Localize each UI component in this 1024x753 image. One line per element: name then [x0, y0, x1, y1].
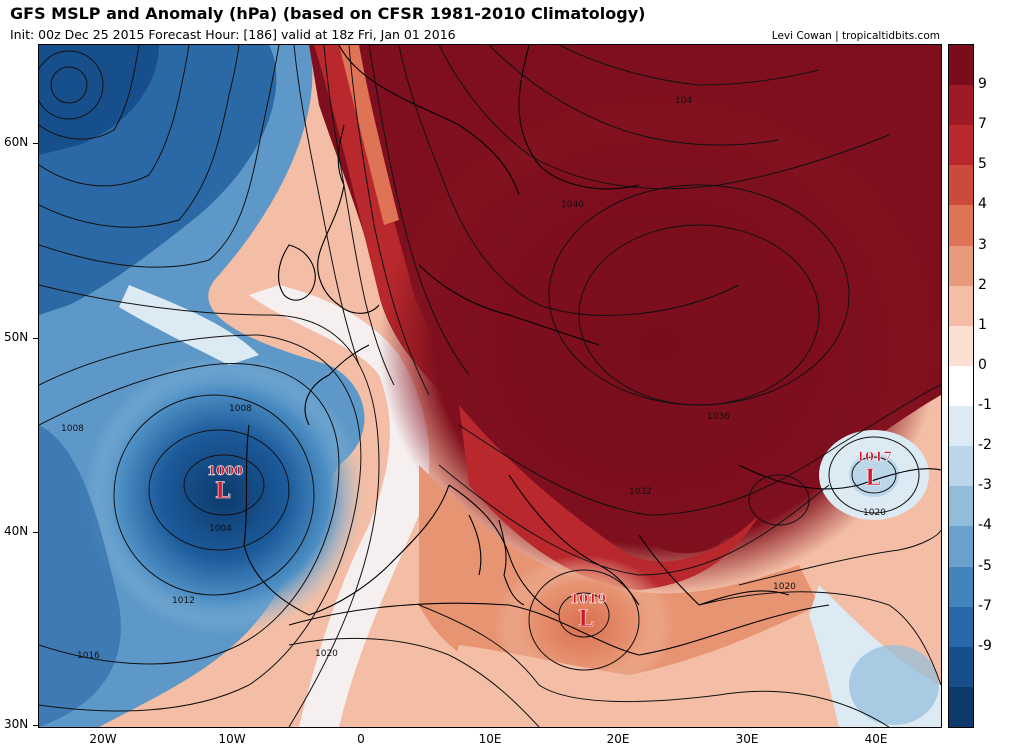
colorbar-label: 7	[978, 116, 987, 133]
isobar-label: 1032	[629, 487, 652, 497]
isobar-label: 1012	[172, 596, 195, 606]
colorbar-segment	[949, 85, 973, 126]
lat-label-30n: 30N	[4, 717, 29, 731]
colorbar-segment	[949, 486, 973, 527]
colorbar-segment	[949, 365, 973, 407]
colorbar-label: 1	[978, 316, 987, 333]
colorbar-segment	[949, 646, 973, 688]
colorbar-label: 3	[978, 236, 987, 253]
isobar-labels: 1008 1008 1004 1012 1016 1020 1040 1036 …	[61, 96, 886, 661]
low-pressure-west-core	[84, 355, 364, 635]
colorbar-segment	[949, 205, 973, 247]
chart-subtitle: Init: 00z Dec 25 2015 Forecast Hour: [18…	[10, 27, 456, 42]
colorbar-label: 9	[978, 76, 987, 93]
lat-label-60n: 60N	[4, 135, 29, 149]
isobar-label: 1016	[77, 651, 100, 661]
colorbar-label: -3	[978, 477, 992, 494]
lat-tick	[33, 725, 38, 726]
colorbar-label: 4	[978, 196, 987, 213]
colorbar-segment	[949, 566, 973, 608]
lat-label-40n: 40N	[4, 524, 29, 538]
lat-tick	[33, 338, 38, 339]
coastlines	[243, 45, 941, 656]
lat-tick	[33, 532, 38, 533]
low-symbol: L	[578, 606, 593, 632]
isobars	[39, 45, 941, 727]
lon-label-20w: 20W	[89, 732, 117, 746]
lon-label-10w: 10W	[218, 732, 246, 746]
lon-label-20e: 20E	[606, 732, 630, 746]
lon-label-30e: 30E	[735, 732, 759, 746]
colorbar-segment	[949, 686, 973, 728]
low-value-1000: 1000	[207, 464, 243, 479]
colorbar-label: -2	[978, 437, 992, 454]
isobar-label: 1020	[773, 582, 796, 592]
isobar-label: 1020	[863, 508, 886, 518]
colorbar-segment	[949, 165, 973, 206]
lon-label-10e: 10E	[478, 732, 502, 746]
colorbar-segment	[949, 526, 973, 568]
low-centers: 1000 L 1019 L 1017 L	[207, 450, 893, 633]
isobar-label: 1020	[315, 649, 338, 659]
credit-label: Levi Cowan | tropicaltidbits.com	[771, 30, 940, 42]
low-symbol: L	[215, 478, 230, 504]
isobar-label: 1040	[561, 200, 584, 210]
colorbar-segment	[949, 285, 973, 327]
low-value-1017: 1017	[856, 450, 892, 465]
map-panel: 1008 1008 1004 1012 1016 1020 1040 1036 …	[38, 44, 942, 728]
low-symbol: L	[865, 465, 880, 491]
low-value-1019: 1019	[570, 592, 606, 607]
lat-label-50n: 50N	[4, 330, 29, 344]
colorbar-segment	[949, 245, 973, 287]
isobar-label: 1036	[707, 412, 730, 422]
colorbar-segment	[949, 446, 973, 487]
colorbar-segment	[949, 45, 973, 86]
isobar-label: 1008	[61, 424, 84, 434]
colorbar-segment	[949, 406, 973, 447]
isobar-label: 1004	[209, 524, 232, 534]
lon-label-0: 0	[357, 732, 365, 746]
colorbar-label: -1	[978, 397, 992, 414]
isobar-label: 1008	[229, 404, 252, 414]
lat-tick	[33, 143, 38, 144]
colorbar-label: 5	[978, 156, 987, 173]
colorbar-label: -7	[978, 597, 992, 614]
colorbar	[948, 44, 974, 728]
colorbar-label: -9	[978, 637, 992, 654]
colorbar-segment	[949, 125, 973, 166]
colorbar-label: 0	[978, 356, 987, 373]
colorbar-segment	[949, 325, 973, 367]
chart-title: GFS MSLP and Anomaly (hPa) (based on CFS…	[10, 4, 646, 23]
colorbar-segment	[949, 606, 973, 648]
isobar-label: 104	[675, 96, 692, 106]
anomaly-map: 1008 1008 1004 1012 1016 1020 1040 1036 …	[39, 45, 941, 727]
colorbar-label: 2	[978, 276, 987, 293]
colorbar-label: -5	[978, 557, 992, 574]
lon-label-40e: 40E	[864, 732, 888, 746]
colorbar-label: -4	[978, 517, 992, 534]
